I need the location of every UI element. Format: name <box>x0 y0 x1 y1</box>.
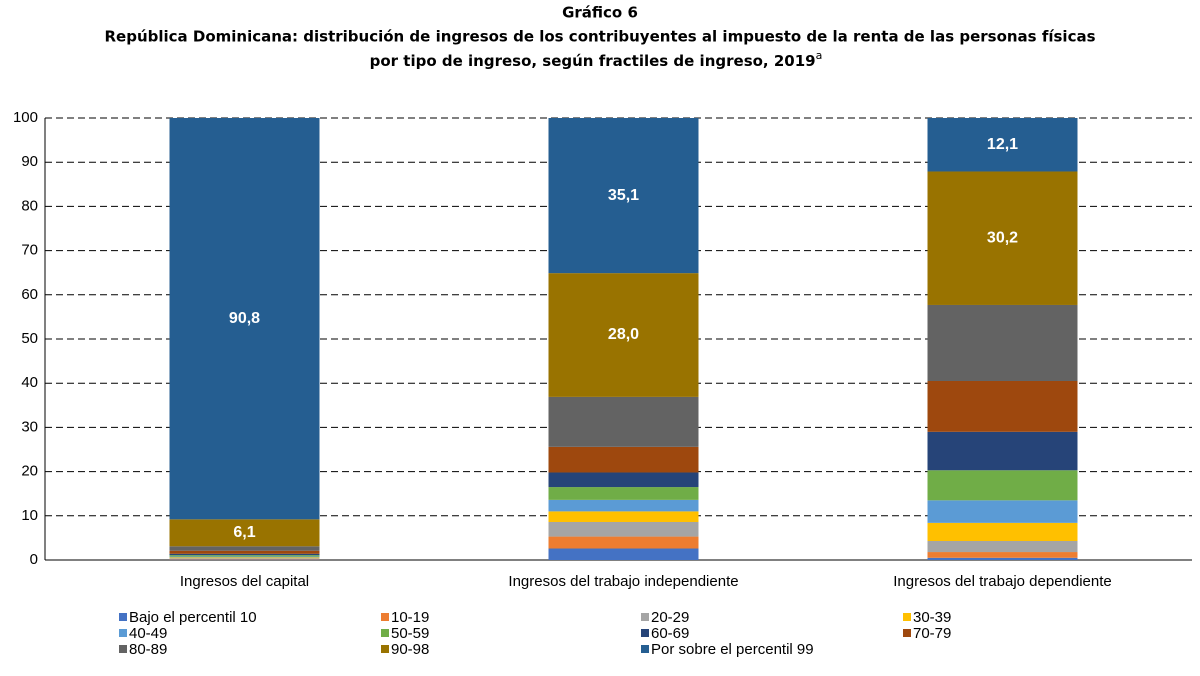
bar-segment <box>549 447 699 473</box>
legend-label: 90-98 <box>391 641 429 658</box>
legend-swatch <box>641 645 649 653</box>
legend-label: Por sobre el percentil 99 <box>651 641 814 658</box>
legend-swatch <box>119 645 127 653</box>
legend-label: 50-59 <box>391 625 429 642</box>
y-tick-label: 10 <box>21 507 38 524</box>
bar-segment <box>928 541 1078 552</box>
legend-label: 30-39 <box>913 609 951 626</box>
legend-swatch <box>381 629 389 637</box>
bar-segment <box>549 537 699 549</box>
y-tick-label: 60 <box>21 286 38 303</box>
x-tick-label: Ingresos del trabajo dependiente <box>893 573 1112 590</box>
bar-segment <box>170 556 320 557</box>
data-label: 90,8 <box>229 310 260 327</box>
data-label: 28,0 <box>608 326 639 343</box>
legend-label: 40-49 <box>129 625 167 642</box>
y-tick-label: 30 <box>21 418 38 435</box>
bar-segment <box>170 557 320 558</box>
legend-label: 20-29 <box>651 609 689 626</box>
data-label: 6,1 <box>233 524 255 541</box>
x-tick-label: Ingresos del trabajo independiente <box>508 573 738 590</box>
bar-segment <box>549 487 699 500</box>
data-label: 35,1 <box>608 187 639 204</box>
y-tick-label: 90 <box>21 153 38 170</box>
chart-subtitle: República Dominicana: distribución de in… <box>104 28 1095 46</box>
y-tick-label: 50 <box>21 330 38 347</box>
bar-segment <box>170 551 320 554</box>
chart-subtitle: por tipo de ingreso, según fractiles de … <box>370 49 823 70</box>
bar-segment <box>549 500 699 511</box>
x-tick-label: Ingresos del capital <box>180 573 309 590</box>
bar-segment <box>549 397 699 447</box>
legend-swatch <box>641 613 649 621</box>
bar-segment <box>170 555 320 556</box>
y-tick-label: 80 <box>21 197 38 214</box>
y-tick-label: 20 <box>21 463 38 480</box>
legend-swatch <box>119 613 127 621</box>
bar-segment <box>928 523 1078 541</box>
bar-segment <box>928 552 1078 558</box>
bar-segment <box>928 305 1078 381</box>
y-tick-label: 0 <box>30 551 38 568</box>
y-tick-label: 100 <box>13 109 38 126</box>
legend-swatch <box>903 613 911 621</box>
legend-swatch <box>381 645 389 653</box>
legend-swatch <box>903 629 911 637</box>
bar-segment <box>928 500 1078 523</box>
legend-swatch <box>641 629 649 637</box>
data-label: 12,1 <box>987 136 1018 153</box>
legend-label: 60-69 <box>651 625 689 642</box>
bar-segment <box>549 522 699 537</box>
chart-title: Gráfico 6 <box>562 4 638 22</box>
y-tick-label: 40 <box>21 374 38 391</box>
legend-swatch <box>119 629 127 637</box>
y-tick-label: 70 <box>21 242 38 259</box>
bar-segment <box>928 432 1078 470</box>
legend-label: 80-89 <box>129 641 167 658</box>
legend-label: Bajo el percentil 10 <box>129 609 257 626</box>
bar-segment <box>170 558 320 559</box>
legend-label: 10-19 <box>391 609 429 626</box>
bar-segment <box>549 472 699 487</box>
legend-label: 70-79 <box>913 625 951 642</box>
bar-segment <box>170 554 320 555</box>
bar-segment <box>549 511 699 522</box>
bar-segment <box>549 549 699 560</box>
data-label: 30,2 <box>987 229 1018 246</box>
bar-segment <box>170 546 320 550</box>
bar-segment <box>928 470 1078 500</box>
bar-segment <box>928 558 1078 560</box>
bar-segment <box>928 381 1078 432</box>
legend-swatch <box>381 613 389 621</box>
